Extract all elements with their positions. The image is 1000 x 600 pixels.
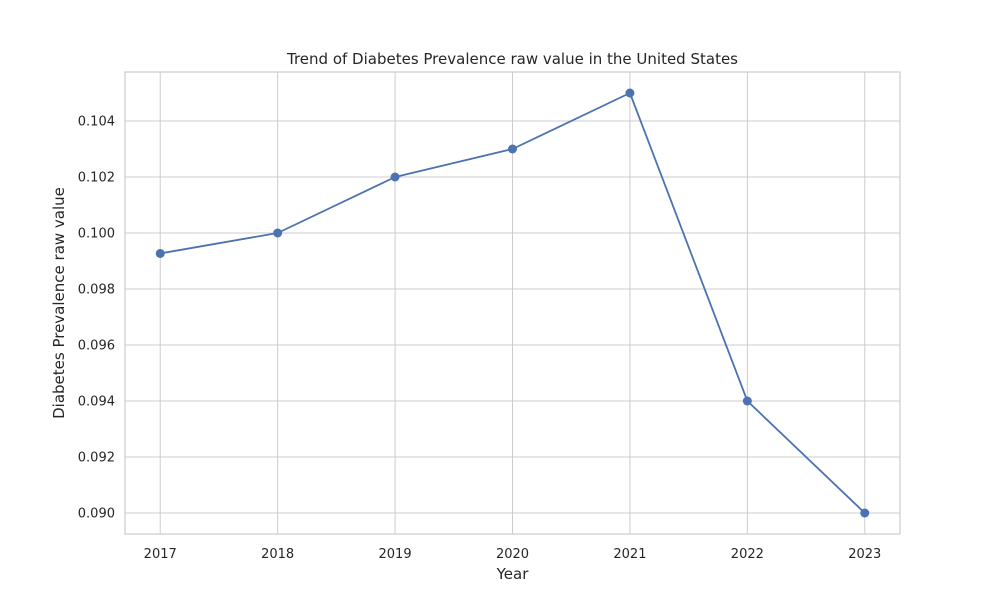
y-tick-label: 0.090: [78, 507, 115, 522]
data-point: [742, 396, 752, 406]
x-tick-label: 2023: [848, 547, 881, 562]
data-point: [390, 172, 400, 182]
grid-lines: [125, 72, 900, 534]
x-tick-label: 2017: [144, 547, 177, 562]
y-axis-label: Diabetes Prevalence raw value: [50, 187, 68, 419]
data-point: [508, 144, 517, 154]
data-point: [155, 248, 165, 258]
y-tick-label: 0.104: [78, 115, 115, 130]
x-tick-label: 2018: [261, 547, 294, 562]
x-tick-label: 2019: [379, 547, 412, 562]
x-tick-label: 2020: [496, 547, 529, 562]
x-tick-labels: 2017 2018 2019 2020 2021 2022 2023: [144, 547, 882, 562]
data-point: [273, 228, 283, 238]
x-axis-label: Year: [496, 565, 530, 583]
y-tick-label: 0.100: [78, 227, 115, 242]
y-tick-label: 0.102: [78, 171, 115, 186]
chart-title: Trend of Diabetes Prevalence raw value i…: [286, 50, 738, 68]
series-layer: [155, 88, 870, 518]
y-tick-label: 0.098: [78, 283, 115, 298]
data-point: [860, 508, 870, 518]
y-tick-label: 0.092: [78, 451, 115, 466]
y-tick-label: 0.094: [78, 395, 115, 410]
y-tick-labels: 0.090 0.092 0.094 0.096 0.098 0.100 0.102 0.104: [78, 115, 115, 522]
x-tick-label: 2022: [731, 547, 764, 562]
y-tick-label: 0.096: [78, 339, 115, 354]
data-point: [625, 88, 635, 98]
x-tick-label: 2021: [613, 547, 646, 562]
plot-frame: [124, 71, 901, 535]
